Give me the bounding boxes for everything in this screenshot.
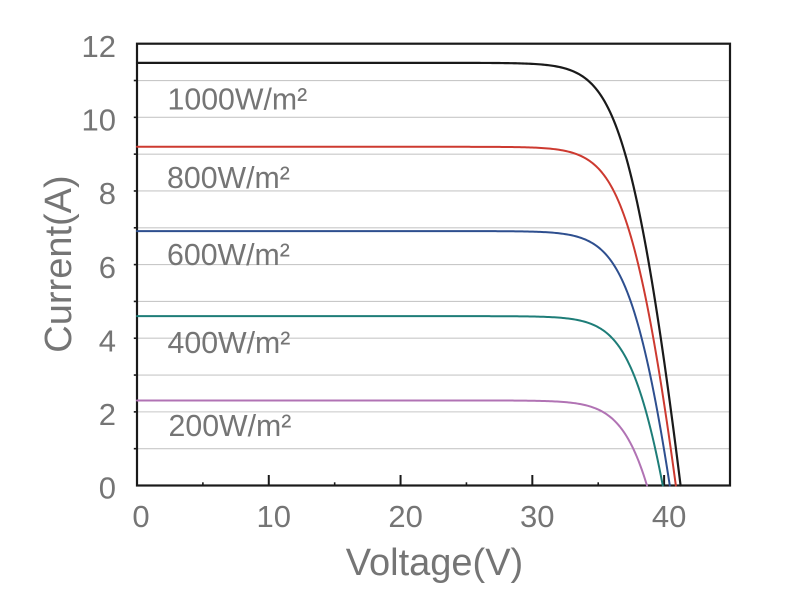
svg-text:400W/m²: 400W/m² <box>168 327 291 360</box>
svg-text:20: 20 <box>388 499 422 534</box>
svg-text:40: 40 <box>652 499 686 534</box>
svg-text:1000W/m²: 1000W/m² <box>168 84 308 117</box>
svg-text:200W/m²: 200W/m² <box>169 410 292 443</box>
svg-text:600W/m²: 600W/m² <box>167 239 290 272</box>
svg-text:Voltage(V): Voltage(V) <box>346 542 523 584</box>
svg-text:8: 8 <box>99 176 116 211</box>
svg-text:12: 12 <box>82 29 116 64</box>
svg-text:0: 0 <box>132 499 149 534</box>
svg-text:Current(A): Current(A) <box>38 175 80 352</box>
svg-text:10: 10 <box>82 103 116 138</box>
svg-text:800W/m²: 800W/m² <box>167 162 290 195</box>
svg-text:30: 30 <box>520 499 554 534</box>
svg-text:6: 6 <box>99 250 116 285</box>
svg-text:0: 0 <box>99 471 116 506</box>
svg-text:4: 4 <box>99 323 116 358</box>
svg-text:10: 10 <box>257 499 291 534</box>
svg-text:2: 2 <box>99 397 116 432</box>
